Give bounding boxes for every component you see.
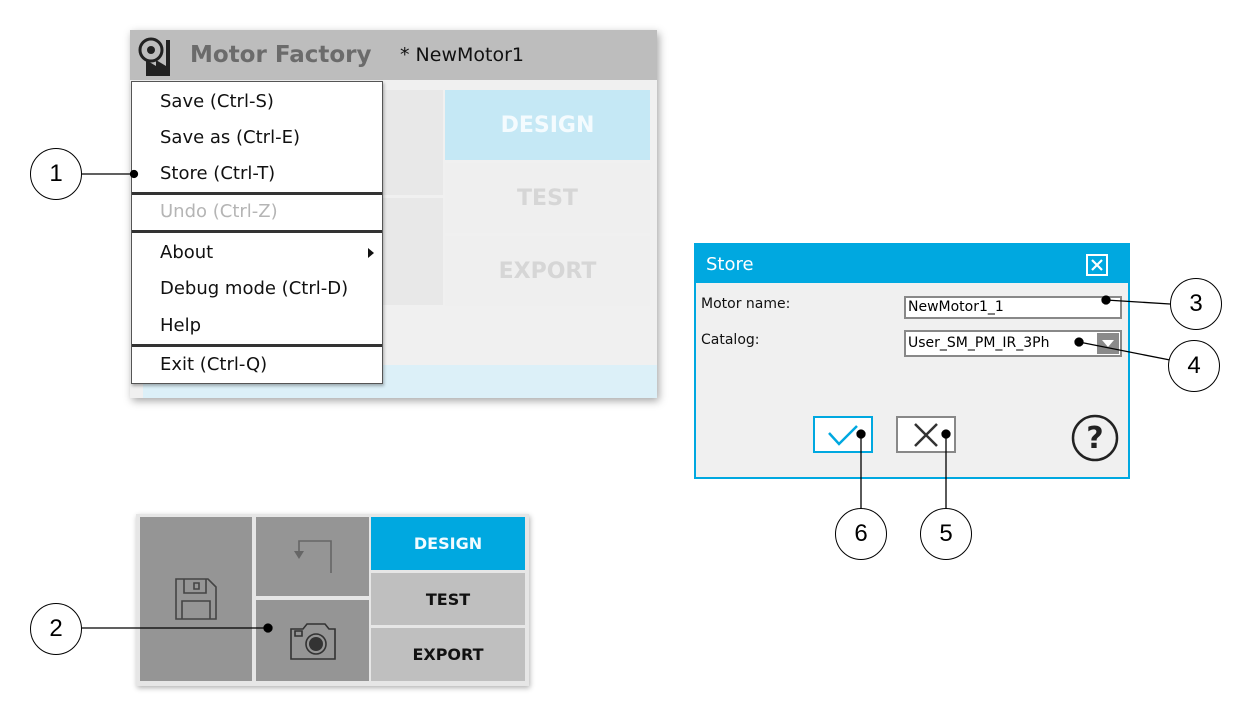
- motor-name-input[interactable]: NewMotor1_1: [904, 296, 1122, 319]
- cancel-x-icon: [914, 422, 938, 447]
- mode-export-faded[interactable]: EXPORT: [445, 236, 650, 306]
- catalog-label: Catalog:: [701, 332, 760, 348]
- menu-separator: [132, 344, 382, 347]
- save-button[interactable]: [140, 517, 252, 681]
- menu-item-debug-mode[interactable]: Debug mode (Ctrl-D): [160, 278, 349, 299]
- mode-design-faded[interactable]: DESIGN: [445, 90, 650, 160]
- callout-1: 1: [30, 148, 82, 200]
- app-title: Motor Factory: [190, 42, 372, 68]
- menu-item-exit[interactable]: Exit (Ctrl-Q): [160, 354, 268, 375]
- menu-item-about[interactable]: About: [160, 242, 214, 263]
- mode-export[interactable]: EXPORT: [371, 628, 525, 681]
- close-icon[interactable]: [1086, 254, 1108, 276]
- callout-4: 4: [1168, 340, 1220, 392]
- callout-3: 3: [1170, 278, 1222, 330]
- store-dialog: Store Motor name: NewMotor1_1 Catalog: U…: [694, 243, 1130, 479]
- motor-factory-logo-icon[interactable]: [136, 36, 176, 78]
- toolbar-panel: DESIGN TEST EXPORT: [136, 514, 529, 686]
- mode-design[interactable]: DESIGN: [371, 517, 525, 570]
- camera-tile-faded: [382, 198, 443, 305]
- snapshot-button[interactable]: [256, 600, 369, 681]
- submenu-arrow-icon: [368, 248, 374, 258]
- menu-item-help[interactable]: Help: [160, 315, 202, 336]
- undo-icon: [293, 539, 332, 573]
- camera-icon: [289, 622, 336, 660]
- title-bar: Motor Factory * NewMotor1: [130, 30, 657, 80]
- motor-name-label: Motor name:: [701, 296, 791, 312]
- menu-item-save[interactable]: Save (Ctrl-S): [160, 91, 274, 112]
- dialog-title: Store: [706, 254, 754, 275]
- svg-text:?: ?: [1086, 421, 1103, 456]
- app-menu: Save (Ctrl-S) Save as (Ctrl-E) Store (Ct…: [131, 81, 383, 384]
- document-name: * NewMotor1: [400, 44, 524, 66]
- menu-item-save-as[interactable]: Save as (Ctrl-E): [160, 127, 300, 148]
- menu-item-store[interactable]: Store (Ctrl-T): [160, 163, 276, 184]
- save-tile-faded: [382, 90, 443, 195]
- mode-test-faded[interactable]: TEST: [445, 163, 650, 233]
- save-icon: [175, 578, 217, 620]
- checkmark-icon: [828, 424, 858, 446]
- callout-5: 5: [920, 508, 972, 560]
- help-icon[interactable]: ?: [1071, 414, 1119, 462]
- menu-item-undo: Undo (Ctrl-Z): [160, 201, 278, 222]
- undo-button[interactable]: [256, 517, 369, 596]
- callout-6: 6: [835, 508, 887, 560]
- menu-separator: [132, 192, 382, 195]
- dialog-header: Store: [696, 245, 1128, 283]
- callout-2: 2: [30, 603, 82, 655]
- mode-test[interactable]: TEST: [371, 573, 525, 625]
- menu-separator: [132, 230, 382, 233]
